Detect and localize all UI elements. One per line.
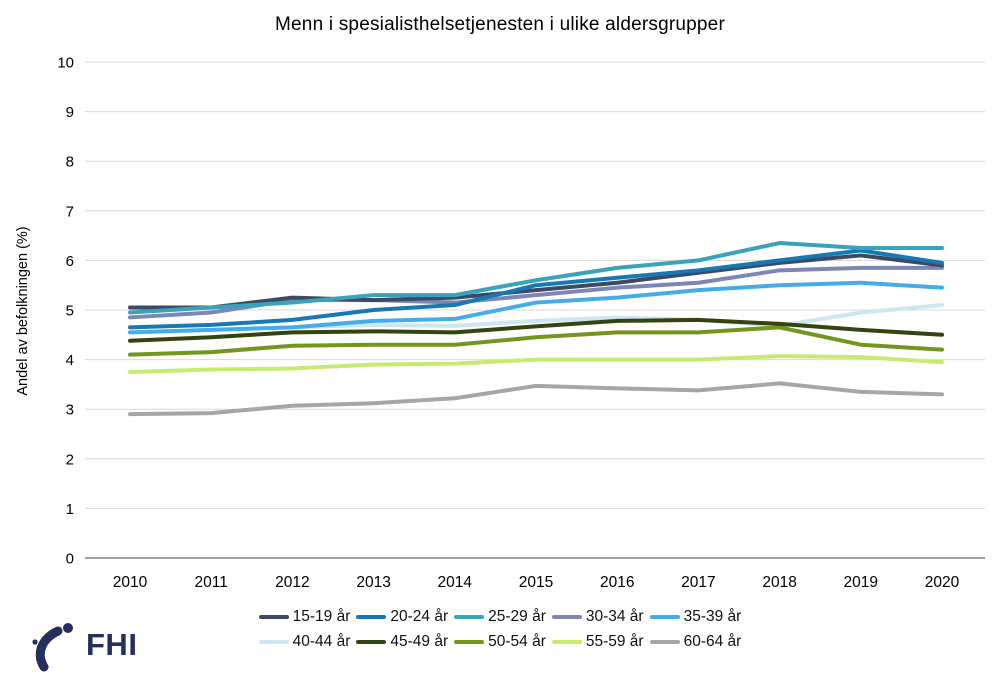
x-tick-label: 2014 [438, 574, 473, 591]
x-tick-label: 2019 [844, 574, 878, 591]
legend-swatch-icon [649, 614, 680, 620]
legend-item: 30-34 år [551, 608, 644, 626]
legend-label: 45-49 år [390, 633, 449, 650]
x-tick-labels: 2010 2011 2012 2013 2014 2015 2016 2017 2018 2019… [113, 574, 960, 591]
x-tick-label: 2015 [519, 574, 553, 591]
x-tick-label: 2016 [600, 574, 634, 591]
legend-label: 55-59 år [585, 633, 644, 650]
legend-item: 60-64 år [649, 633, 742, 651]
chart-title: Menn i spesialisthelsetjenesten i ulike … [275, 14, 725, 35]
series-line-25-29år [128, 241, 944, 315]
legend-item: 35-39 år [649, 608, 742, 626]
gridlines [85, 61, 985, 559]
series-line-45-49år [128, 317, 944, 343]
legend-swatch-icon [551, 614, 582, 620]
fhi-logo-text: FHI [86, 627, 138, 662]
legend-swatch-icon [356, 614, 387, 620]
legend-label: 25-29 år [488, 608, 546, 625]
y-tick-label: 10 [57, 55, 74, 72]
legend-label: 20-24 år [390, 608, 449, 625]
legend-label: 15-19 år [292, 608, 351, 625]
x-tick-label: 2017 [681, 574, 715, 591]
y-tick-label: 8 [66, 154, 74, 171]
y-tick-label: 6 [66, 253, 74, 270]
series-line-20-24år [128, 248, 944, 330]
legend-swatch-icon [649, 639, 680, 645]
legend-swatch-icon [454, 614, 485, 620]
series-line-55-59år [128, 354, 944, 374]
legend-item: 55-59 år [551, 633, 644, 651]
x-tick-label: 2020 [925, 574, 960, 591]
legend-item: 25-29 år [454, 608, 546, 626]
x-tick-label: 2012 [275, 574, 309, 591]
y-tick-label: 5 [66, 303, 74, 320]
legend-label: 50-54 år [488, 633, 546, 650]
legend-swatch-icon [258, 639, 289, 645]
y-tick-label: 2 [66, 451, 74, 468]
series-line-15-19år [128, 253, 944, 310]
legend-swatch-icon [454, 639, 485, 645]
series-lines [128, 241, 944, 417]
legend-label: 60-64 år [683, 633, 742, 650]
legend-swatch-icon [551, 639, 582, 645]
legend-label: 35-39 år [683, 608, 742, 625]
x-tick-label: 2010 [113, 574, 148, 591]
series-line-60-64år [128, 381, 944, 417]
legend-label: 30-34 år [585, 608, 644, 625]
y-tick-label: 7 [66, 203, 74, 220]
y-tick-label: 9 [66, 104, 74, 121]
x-tick-label: 2013 [356, 574, 390, 591]
x-tick-label: 2011 [195, 574, 228, 591]
legend-label: 40-44 år [292, 633, 351, 650]
y-tick-label: 4 [66, 352, 74, 369]
fhi-logo-mark-icon [32, 623, 73, 672]
y-tick-label: 0 [66, 551, 74, 568]
legend-item: 20-24 år [356, 608, 448, 626]
legend-swatch-icon [356, 639, 387, 645]
legend-item: 45-49 år [356, 633, 448, 651]
x-tick-label: 2018 [762, 574, 796, 591]
legend-item: 40-44 år [258, 633, 351, 651]
legend-row-2: 40-44 år 45-49 år 50-54 år 55-59 år 60-64 år [256, 633, 745, 651]
fhi-logo: FHI [28, 618, 137, 672]
series-line-50-54år [128, 325, 944, 357]
y-tick-label: 1 [66, 501, 74, 518]
series-line-35-39år [128, 280, 944, 335]
chart-legend: 15-19 år 20-24 år 25-29 år 30-34 år 35-39 år… [0, 608, 1000, 651]
legend-item: 50-54 år [454, 633, 546, 651]
legend-item: 15-19 år [258, 608, 351, 626]
legend-swatch-icon [258, 614, 289, 620]
y-tick-labels: 0 1 2 3 4 5 6 7 8 9 10 [57, 55, 74, 568]
y-tick-label: 3 [66, 402, 74, 419]
legend-row-1: 15-19 år 20-24 år 25-29 år 30-34 år 35-39 år [256, 608, 745, 626]
